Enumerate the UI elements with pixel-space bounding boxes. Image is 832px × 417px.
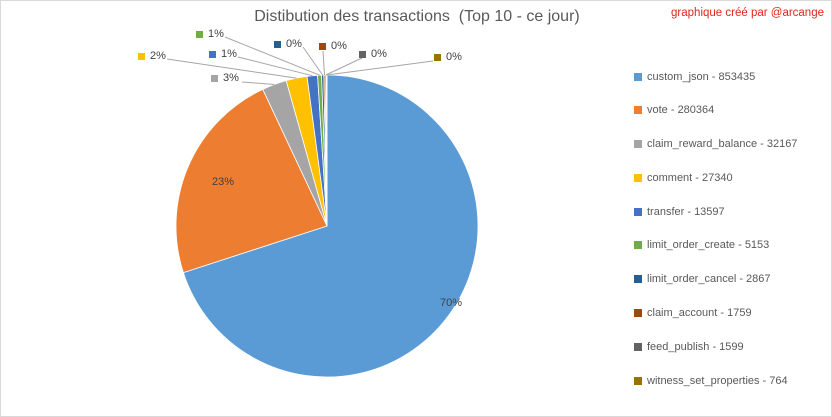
callout-swatch-claim_account xyxy=(319,43,326,50)
legend-item-claim_account: claim_account - 1759 xyxy=(634,307,752,319)
legend-item-comment: comment - 27340 xyxy=(634,172,733,184)
callout-pct-text: 1% xyxy=(208,28,224,40)
legend-swatch-transfer xyxy=(634,207,642,216)
legend-swatch-limit_order_cancel xyxy=(634,275,642,284)
legend-swatch-claim_account xyxy=(634,309,642,317)
legend-label-text: claim_account - 1759 xyxy=(647,307,752,319)
leader-line-claim_account xyxy=(322,50,325,76)
legend-swatch-custom_json xyxy=(634,72,642,81)
leader-line-witness_set_properties xyxy=(326,60,434,76)
callout-pct-text: 3% xyxy=(223,72,239,84)
legend-label-text: limit_order_create - 5153 xyxy=(647,239,770,252)
pie-slice-custom_json xyxy=(182,74,479,378)
legend-label-text: custom_json - 853435 xyxy=(647,70,756,83)
callout-swatch-comment xyxy=(138,53,145,60)
callout-pct-text: 0% xyxy=(331,40,347,52)
legend-item-feed_publish: feed_publish - 1599 xyxy=(634,341,744,353)
legend-item-vote: vote - 280364 xyxy=(634,104,714,116)
pie-callout-label-comment: 2% xyxy=(138,50,166,63)
legend-swatch-witness_set_properties xyxy=(634,376,642,385)
legend-item-custom_json: custom_json - 853435 xyxy=(634,71,755,83)
legend-label-text: limit_order_cancel - 2867 xyxy=(647,273,771,286)
callout-pct-text: 1% xyxy=(221,48,237,60)
leader-line-limit_order_create xyxy=(224,36,320,76)
pie-callout-label-limit_order_create: 1% xyxy=(196,28,224,41)
legend-swatch-vote xyxy=(634,106,642,115)
callout-swatch-limit_order_cancel xyxy=(274,41,281,48)
pie-callout-label-witness_set_properties: 0% xyxy=(434,51,462,64)
legend-item-limit_order_create: limit_order_create - 5153 xyxy=(634,239,769,251)
callout-pct-text: 0% xyxy=(371,48,387,60)
pie-callout-label-feed_publish: 0% xyxy=(359,48,387,61)
callout-swatch-witness_set_properties xyxy=(434,54,441,61)
callout-pct-text: 0% xyxy=(446,51,462,63)
leader-line-claim_reward_balance xyxy=(241,81,275,85)
callout-swatch-transfer xyxy=(209,51,216,58)
legend-swatch-comment xyxy=(634,173,642,182)
leader-line-limit_order_cancel xyxy=(302,46,324,76)
legend-item-witness_set_properties: witness_set_properties - 764 xyxy=(634,375,788,387)
pie-slice-vote xyxy=(175,88,328,274)
legend-item-claim_reward_balance: claim_reward_balance - 32167 xyxy=(634,138,797,150)
pie-callout-label-limit_order_cancel: 0% xyxy=(274,38,302,51)
chart-title: Distibution des transactions (Top 10 - c… xyxy=(254,8,580,25)
callout-swatch-claim_reward_balance xyxy=(211,75,218,82)
callout-pct-text: 0% xyxy=(286,38,302,50)
legend-swatch-feed_publish xyxy=(634,342,642,351)
legend-label-text: witness_set_properties - 764 xyxy=(647,374,788,387)
leader-line-comment xyxy=(166,58,297,79)
legend-label-text: claim_reward_balance - 32167 xyxy=(647,138,798,151)
legend-swatch-limit_order_create xyxy=(634,241,642,250)
legend-label-text: vote - 280364 xyxy=(647,104,715,117)
pie-callout-label-claim_reward_balance: 3% xyxy=(211,72,239,85)
legend-item-transfer: transfer - 13597 xyxy=(634,206,725,218)
pie-data-label-custom_json: 70% xyxy=(439,297,463,309)
pie-data-label-vote: 23% xyxy=(211,176,235,188)
legend-label-text: transfer - 13597 xyxy=(647,205,725,218)
callout-swatch-limit_order_create xyxy=(196,31,203,38)
leader-line-feed_publish xyxy=(325,57,363,76)
legend-label-text: comment - 27340 xyxy=(647,171,733,184)
legend-label-text: feed_publish - 1599 xyxy=(647,340,744,353)
callout-pct-text: 2% xyxy=(150,50,166,62)
pie-callout-label-claim_account: 0% xyxy=(319,40,347,53)
attribution-text: graphique créé par @arcange xyxy=(671,7,824,19)
leader-line-transfer xyxy=(237,56,313,77)
pie-callout-label-transfer: 1% xyxy=(209,48,237,61)
callout-swatch-feed_publish xyxy=(359,51,366,58)
legend-swatch-claim_reward_balance xyxy=(634,140,642,149)
legend-item-limit_order_cancel: limit_order_cancel - 2867 xyxy=(634,273,771,285)
